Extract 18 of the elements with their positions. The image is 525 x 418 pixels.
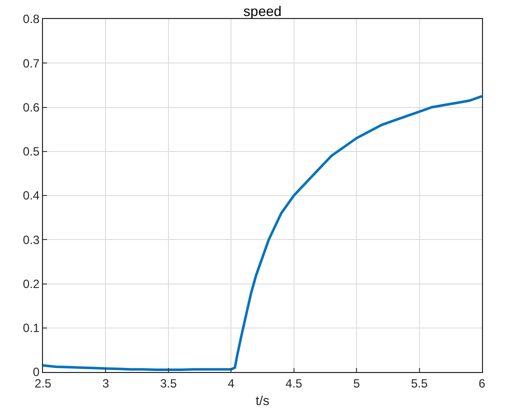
y-tick-label: 0.2 (22, 276, 40, 291)
line-series (43, 94, 482, 372)
x-tick-label: 6 (478, 376, 486, 390)
x-tick-label: 4 (228, 376, 235, 390)
y-tick-label: 0.7 (22, 56, 40, 70)
x-tick-label: 4.5 (286, 376, 303, 390)
y-tick-label: 0.8 (22, 12, 40, 26)
chart-title: speed (243, 3, 282, 20)
y-tick-label: 0.3 (22, 232, 40, 247)
x-tick-label: 5.5 (410, 376, 428, 390)
x-tick-label: 3 (102, 376, 110, 390)
y-tick-label: 0.6 (22, 100, 40, 114)
x-tick-label: 3.5 (160, 376, 178, 390)
x-tick-label: 5 (353, 376, 360, 390)
y-tick-label: 0.4 (22, 188, 40, 203)
y-tick-label: 0.5 (22, 144, 40, 159)
x-axis-title: t/s (256, 393, 270, 408)
y-tick-label: 0.1 (22, 321, 40, 336)
